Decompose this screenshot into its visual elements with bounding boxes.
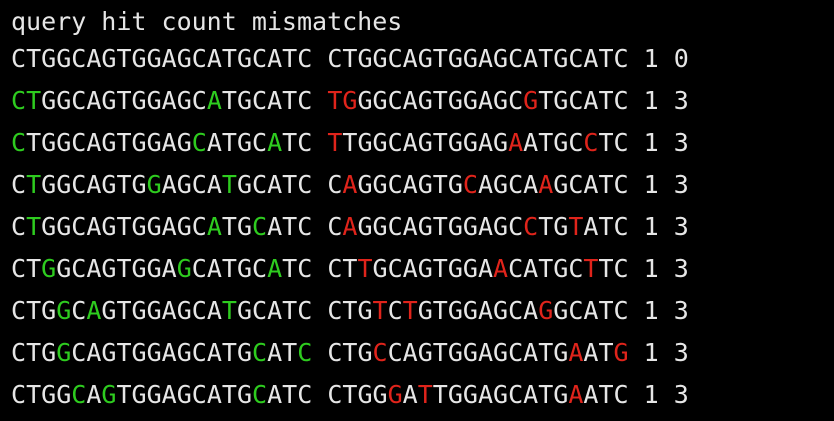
table-header: query hit count mismatches	[11, 7, 403, 36]
hit-sequence: CAGGCAGTGCAGCAAGCATC	[327, 170, 629, 199]
query-sequence: CTGGCAGTGGAGCATGCATC	[11, 128, 313, 157]
query-sequence: CTGGCAGTGGAGCATGCATC	[11, 254, 313, 283]
table-row: CTGGCAGTGGAGCATGCATC TTGGCAGTGGAGAATGCCT…	[11, 127, 834, 169]
count-value: 1	[643, 128, 659, 157]
mismatches-value: 3	[673, 254, 689, 283]
mismatches-value: 0	[673, 44, 689, 73]
query-sequence: CTGGCAGTGGAGCATGCATC	[11, 86, 313, 115]
count-value: 1	[643, 380, 659, 409]
mismatches-value: 3	[673, 170, 689, 199]
hit-sequence: CTGTCTGTGGAGCAGGCATC	[327, 296, 629, 325]
hit-sequence: CAGGCAGTGGAGCCTGTATC	[327, 212, 629, 241]
hit-sequence: CTGCCAGTGGAGCATGAATG	[327, 338, 629, 367]
count-value: 1	[643, 170, 659, 199]
table-row: CTGGCAGTGGAGCATGCATC CTGTCTGTGGAGCAGGCAT…	[11, 295, 834, 337]
mismatches-value: 3	[673, 86, 689, 115]
table-row: CTGGCAGTGGAGCATGCATC TGGGCAGTGGAGCGTGCAT…	[11, 85, 834, 127]
table-row: CTGGCAGTGGAGCATGCATC CTGGGATTGGAGCATGAAT…	[11, 379, 834, 421]
count-value: 1	[643, 44, 659, 73]
mismatches-value: 3	[673, 338, 689, 367]
query-sequence: CTGGCAGTGGAGCATGCATC	[11, 380, 313, 409]
query-sequence: CTGGCAGTGGAGCATGCATC	[11, 338, 313, 367]
mismatches-value: 3	[673, 380, 689, 409]
mismatches-value: 3	[673, 212, 689, 241]
hit-sequence: CTGGGATTGGAGCATGAATC	[327, 380, 629, 409]
count-value: 1	[643, 212, 659, 241]
query-sequence: CTGGCAGTGGAGCATGCATC	[11, 296, 313, 325]
table-row: CTGGCAGTGGAGCATGCATC CAGGCAGTGGAGCCTGTAT…	[11, 211, 834, 253]
mismatches-value: 3	[673, 296, 689, 325]
query-sequence: CTGGCAGTGGAGCATGCATC	[11, 44, 313, 73]
count-value: 1	[643, 296, 659, 325]
hit-sequence: CTTGCAGTGGAACATGCTTC	[327, 254, 629, 283]
mismatches-value: 3	[673, 128, 689, 157]
query-sequence: CTGGCAGTGGAGCATGCATC	[11, 212, 313, 241]
query-sequence: CTGGCAGTGGAGCATGCATC	[11, 170, 313, 199]
count-value: 1	[643, 254, 659, 283]
results-table: CTGGCAGTGGAGCATGCATC CTGGCAGTGGAGCATGCAT…	[11, 43, 834, 421]
table-row: CTGGCAGTGGAGCATGCATC CTTGCAGTGGAACATGCTT…	[11, 253, 834, 295]
table-row: CTGGCAGTGGAGCATGCATC CTGGCAGTGGAGCATGCAT…	[11, 43, 834, 85]
table-row: CTGGCAGTGGAGCATGCATC CAGGCAGTGCAGCAAGCAT…	[11, 169, 834, 211]
hit-sequence: CTGGCAGTGGAGCATGCATC	[327, 44, 629, 73]
hit-sequence: TTGGCAGTGGAGAATGCCTC	[327, 128, 629, 157]
count-value: 1	[643, 338, 659, 367]
hit-sequence: TGGGCAGTGGAGCGTGCATC	[327, 86, 629, 115]
count-value: 1	[643, 86, 659, 115]
table-row: CTGGCAGTGGAGCATGCATC CTGCCAGTGGAGCATGAAT…	[11, 337, 834, 379]
